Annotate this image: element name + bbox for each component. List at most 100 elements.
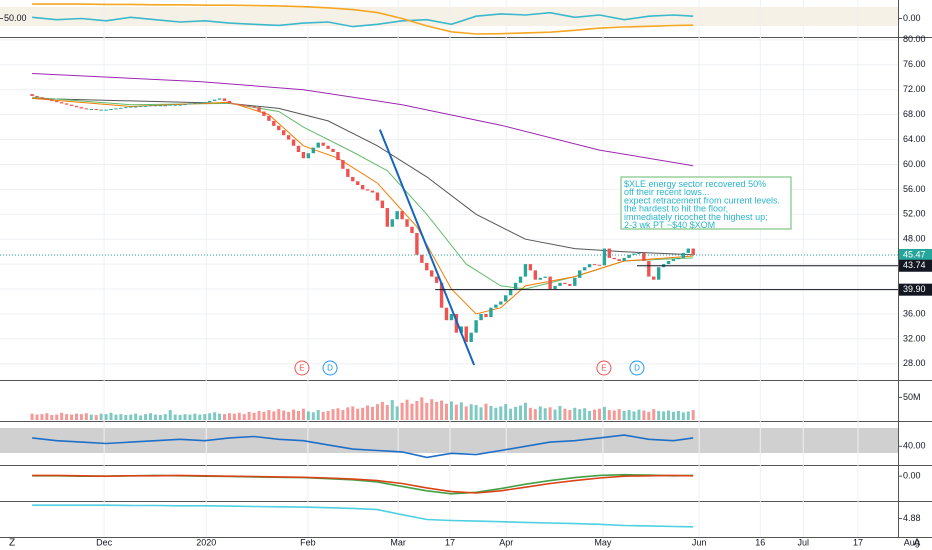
volume-bar [400,402,404,420]
y-tick-label: 0.00 [903,13,921,23]
volume-bar [479,407,483,420]
candle [356,181,360,186]
y-tick-label: 64.00 [903,134,926,144]
line [32,504,694,528]
candle [548,276,552,290]
candle [183,104,187,106]
candle [365,189,370,191]
candle [326,145,330,149]
volume-bar [657,410,661,420]
candle [691,248,695,255]
candle [262,111,266,116]
volume-bar [79,414,83,420]
volume-bar [35,414,39,420]
candle [439,282,444,308]
grid [0,0,898,537]
toolbar-left[interactable]: Z [9,538,15,549]
volume-bar [277,409,281,420]
candle [523,264,528,277]
volume-bar [148,413,152,420]
candle [74,105,79,108]
candle [558,282,562,286]
volume-bar [326,410,330,420]
volume-bar [385,405,389,420]
candle [597,264,602,266]
candle [632,253,636,255]
candle [434,276,439,283]
volume-bar [301,408,305,420]
candle [508,289,513,296]
volume-bar [139,415,143,420]
y-tick-label: 28.00 [903,358,926,368]
volume-bar [405,399,409,420]
volume-bar [484,403,488,420]
volume-bar [45,413,49,420]
volume-bar [602,406,606,420]
volume-bar [445,403,449,420]
volume-bar [568,410,572,420]
y-tick-label: 56.00 [903,184,926,194]
event-label: D [327,364,333,373]
candle [489,307,493,318]
x-tick-label: Feb [300,537,316,547]
volume-bar [494,407,498,420]
candle [341,160,345,169]
volume-bar [242,414,246,420]
candle [35,95,39,98]
volume-bar [499,406,503,420]
candle [464,326,468,342]
candle [178,104,182,106]
candle [528,264,533,271]
volume-bar [528,407,532,420]
x-tick-label: Aug [904,537,920,547]
volume-bar [104,414,108,420]
volume-bar [287,411,291,420]
y-tick-label: 0.00 [903,471,921,481]
volume-bar [519,405,523,420]
candle [612,257,616,260]
candle [331,148,335,152]
volume-bar [346,407,350,420]
volume-bar [410,403,414,420]
candle [637,252,641,254]
volume-bar [183,414,187,420]
candle [420,254,424,263]
annotation-box [620,176,792,230]
rsi-band [0,428,898,453]
candle [173,104,177,106]
candle [499,301,503,305]
event-marker [629,360,645,376]
candle [188,103,192,105]
candle [311,147,315,154]
volume-bar [84,413,88,420]
candle [395,211,399,220]
volume-bar [188,414,192,420]
candle [158,105,163,107]
candle [50,99,54,101]
volume-bar [178,415,182,420]
volume-bar [617,409,621,420]
candle [168,104,172,106]
price-label: 45.47 [903,249,926,259]
annotation-line: off their recent lows... [624,187,709,197]
x-tick-label: Apr [499,537,513,547]
volume-bar [681,412,685,420]
candle [642,252,646,262]
x-tick-label: 2020 [196,537,216,547]
volume-bar [583,408,587,420]
volume-bar [213,412,217,420]
candle [291,139,296,146]
volume-bar [158,415,162,420]
volume-bar [109,412,113,420]
y-tick-label: 76.00 [903,59,926,69]
volume-bar [366,405,370,420]
volume-bar [94,415,98,420]
y-tick-label: 36.00 [903,308,926,318]
volume-bar [415,401,419,420]
volume-bar [686,411,690,420]
candle [267,115,271,121]
volume-bar [691,410,695,420]
y-tick-label: 72.00 [903,84,926,94]
toolbar-right[interactable]: A [914,538,921,549]
